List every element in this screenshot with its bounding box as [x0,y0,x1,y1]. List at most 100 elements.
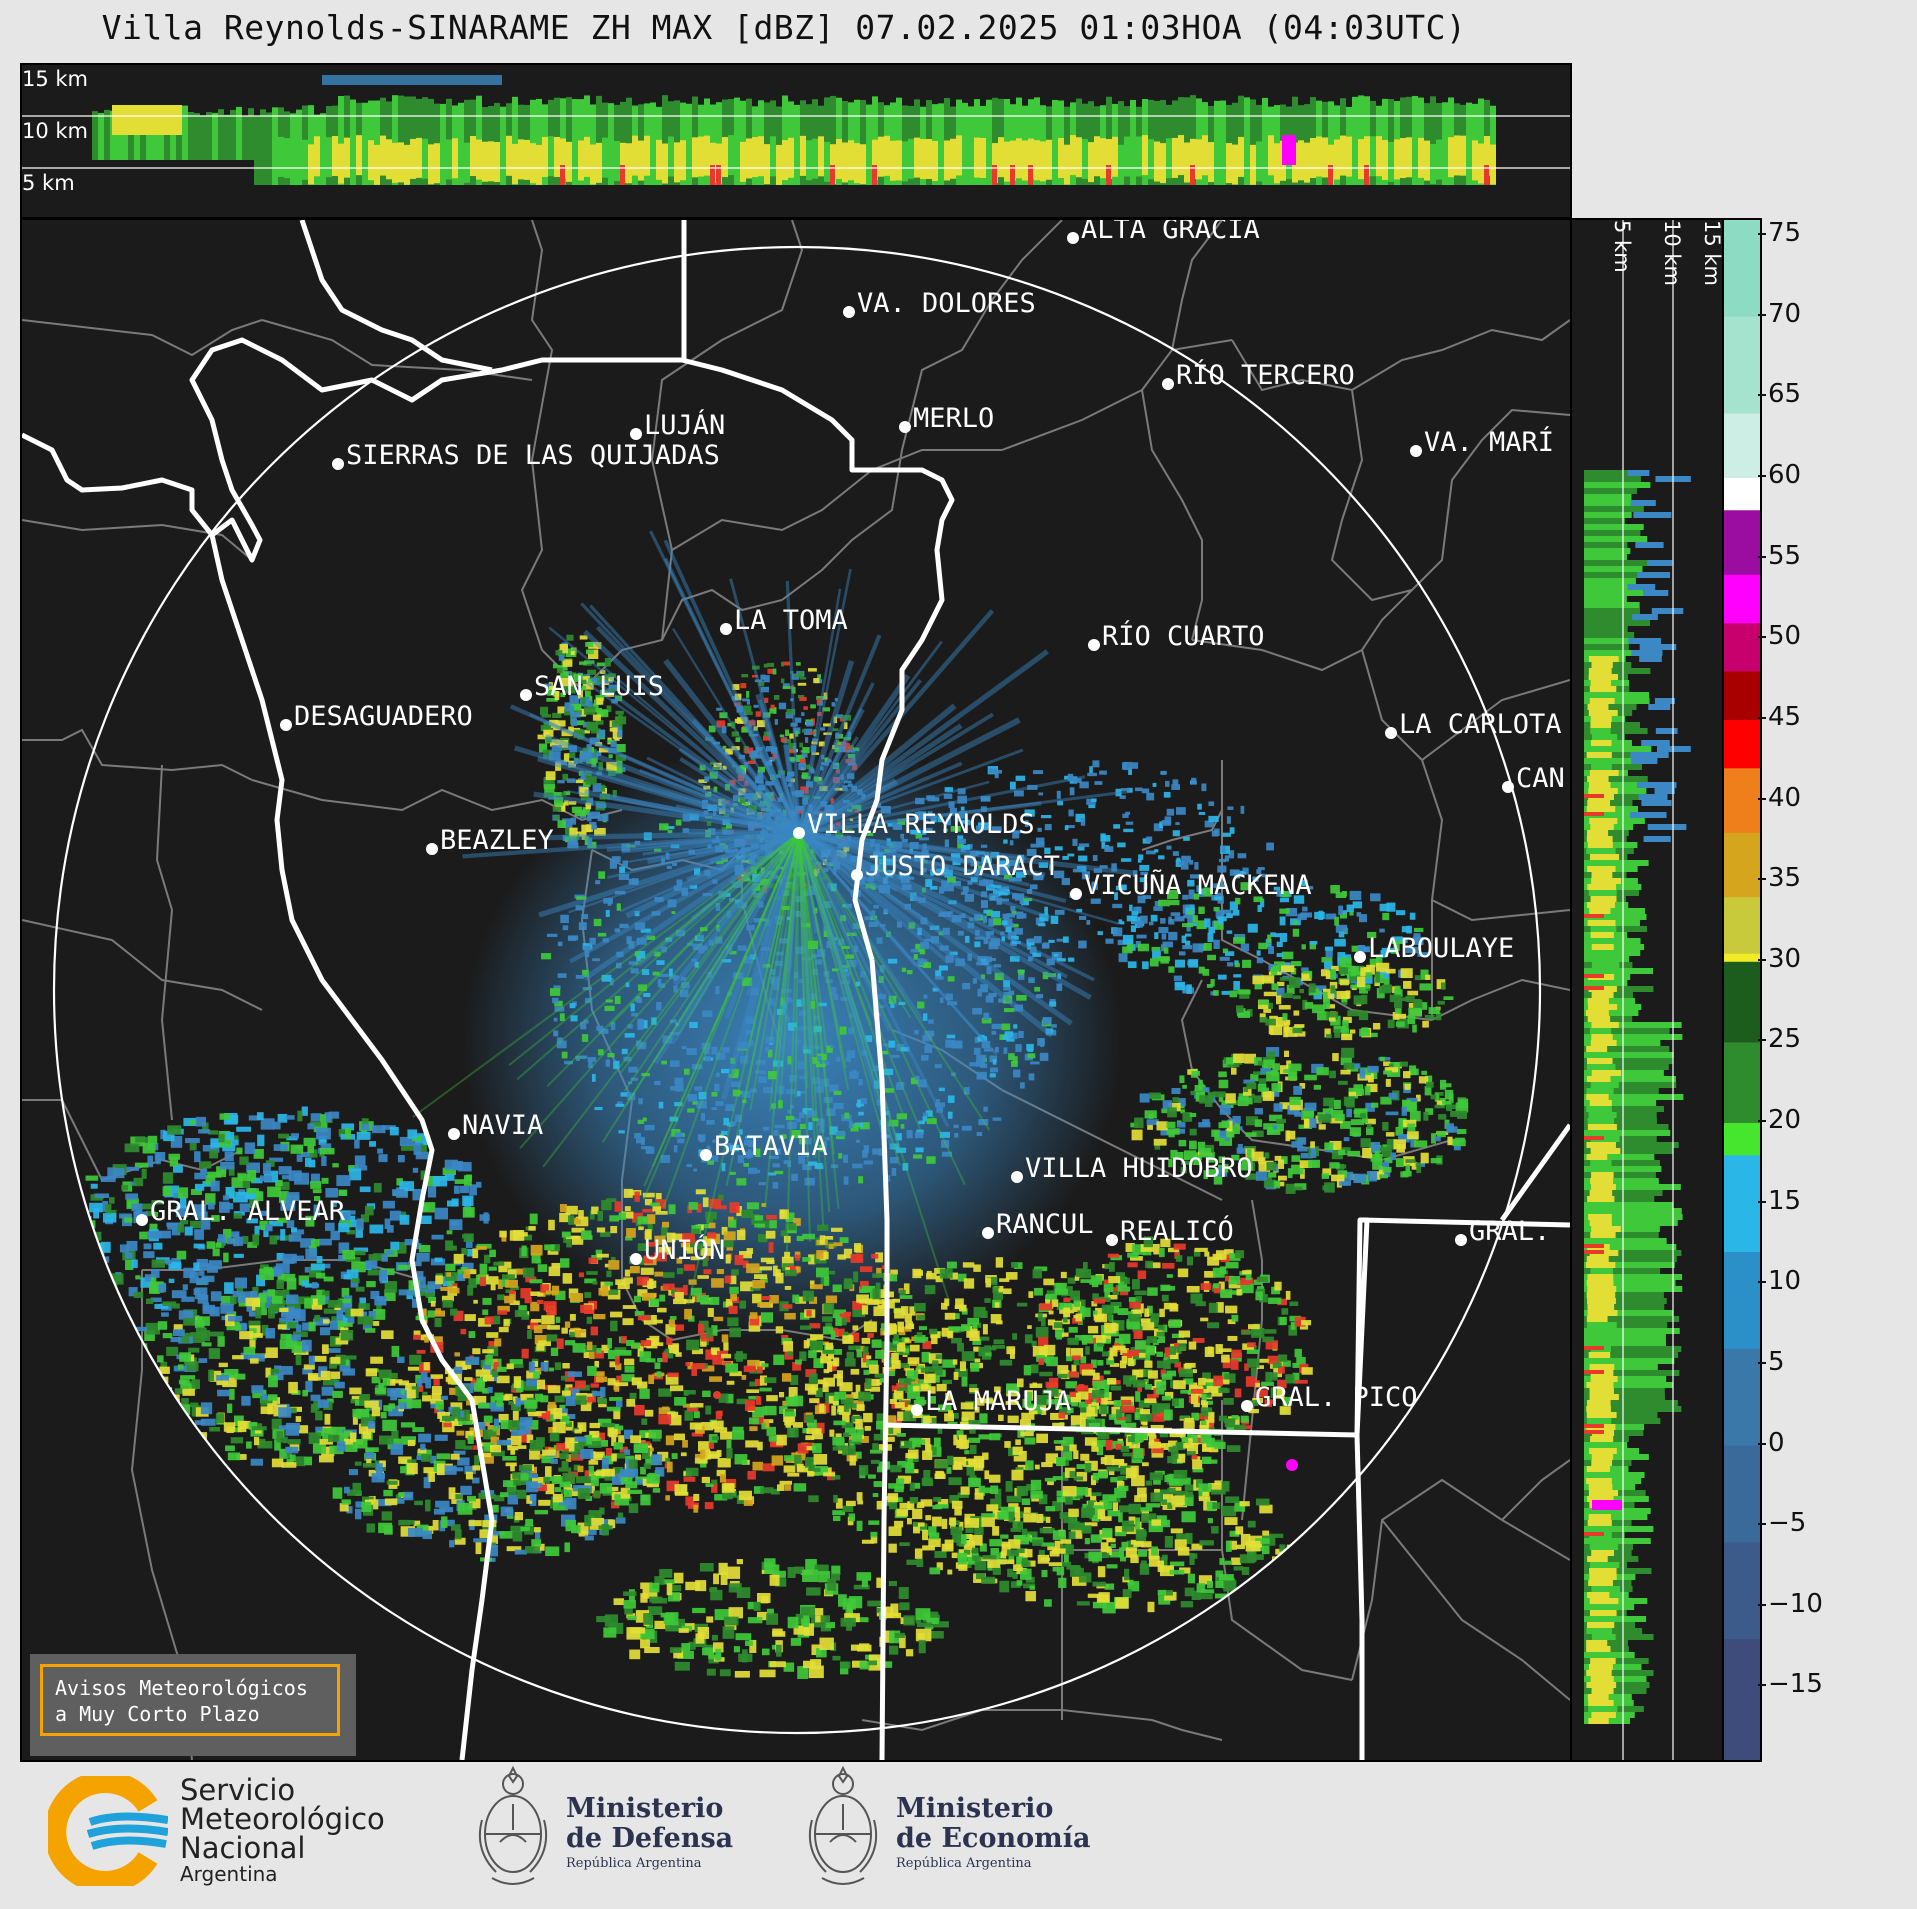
city-marker-icon [899,421,911,433]
city-marker-icon [1502,781,1514,793]
city-label: RANCUL [996,1209,1094,1240]
city-label: LA CARLOTA [1399,709,1562,740]
top-echo-layer [92,75,1496,185]
page-title: Villa Reynolds-SINARAME ZH MAX [dBZ] 07.… [101,8,1467,47]
colorbar-tick-label: 55 [1757,540,1802,571]
colorbar-tick-label: 60 [1757,460,1802,490]
east-west-cross-section: 5 km 10 km 15 km [1570,218,1724,1762]
warning-badge-frame: Avisos Meteorológicos a Muy Corto Plazo [40,1664,340,1736]
colorbar-tick-label: −15 [1758,1669,1823,1700]
warning-badge[interactable]: Avisos Meteorológicos a Muy Corto Plazo [30,1654,356,1756]
city-merlo: MERLO [899,403,994,434]
city-lujan: LUJÁN [630,409,725,441]
city-justo-daract: JUSTO DARACT [851,851,1060,882]
city-marker-icon [1354,951,1366,963]
city-label: LA TOMA [734,605,848,636]
north-south-cross-section: 15 km 10 km 5 km [20,63,1572,219]
city-marker-icon [793,827,805,839]
smn-line3: Nacional [180,1831,306,1865]
city-label: ALTA GRACIA [1081,220,1260,245]
city-label: BEAZLEY [440,825,554,856]
colorbar-tick-label: −10 [1758,1588,1823,1619]
radar-map-svg: ALTA GRACIA VA. DOLORES RÍO TERCERO LUJÁN ME… [22,220,1570,1760]
city-va-mari: VA. MARÍ [1410,426,1554,458]
city-label: GRAL. [1469,1216,1550,1247]
side-height-label-5km: 5 km [1610,220,1634,273]
radar-map[interactable]: ALTA GRACIA VA. DOLORES RÍO TERCERO LUJÁN ME… [20,218,1572,1762]
city-villa-huidobro: VILLA HUIDOBRO [1011,1153,1253,1184]
city-label: UNIÓN [644,1234,725,1266]
side-echo-layer [1584,470,1691,1724]
city-marker-icon [630,428,642,440]
colorbar-tick-label: 70 [1757,298,1802,329]
provincial-borders [22,220,1570,1760]
city-label: VILLA HUIDOBRO [1025,1153,1253,1184]
city-label: SIERRAS DE LAS QUIJADAS [346,440,720,471]
city-label: GRAL. PICO [1255,1382,1418,1413]
colorbar-tick-label: 25 [1757,1024,1802,1055]
city-laboulaye: LABOULAYE [1354,933,1514,964]
city-villa-reynolds: VILLA REYNOLDS [793,809,1035,840]
city-sierras-de-las-quijadas: SIERRAS DE LAS QUIJADAS [332,440,720,471]
coat-of-arms-icon-defensa [478,1765,548,1885]
city-gral-pico: GRAL. PICO [1241,1382,1418,1413]
city-marker-icon [1088,639,1100,651]
colorbar-tick-label: 0 [1758,1427,1785,1458]
echo-rays [412,530,1134,1305]
city-marker-icon [1410,445,1422,457]
city-label: MERLO [913,403,994,434]
city-marker-icon [911,1404,923,1416]
city-marker-icon [630,1253,642,1265]
city-marker-icon [1162,378,1174,390]
colorbar-tick-label: 10 [1757,1266,1802,1297]
defensa-line1: Ministerio [566,1793,724,1824]
city-gral: GRAL. [1455,1216,1550,1247]
city-realico: REALICÓ [1106,1215,1234,1247]
colorbar-svg [1724,220,1760,1760]
city-marker-icon [1067,232,1079,244]
city-la-toma: LA TOMA [720,605,848,636]
city-marker-icon [1070,888,1082,900]
cross-section-top-svg [22,75,1570,185]
colorbar-tick-label: 30 [1757,943,1802,974]
defensa-line2: de Defensa [566,1823,734,1854]
city-la-maruja: LA MARUJA [911,1386,1071,1417]
defensa-logo: Ministerio de Defensa República Argentin… [470,1760,770,1900]
city-marker-icon [720,623,732,635]
city-label: NAVIA [462,1110,543,1141]
city-label: LABOULAYE [1368,933,1514,964]
colorbar-tick-label: 45 [1757,701,1802,732]
city-va-dolores: VA. DOLORES [843,288,1036,319]
city-gral-alvear: GRAL. ALVEAR [136,1196,346,1227]
city-label: VILLA REYNOLDS [807,809,1035,840]
city-vicuna-mackena: VICUÑA MACKENA [1070,869,1312,901]
city-marker-icon [1106,1234,1118,1246]
smn-line1: Servicio [180,1773,296,1807]
city-marker-icon [1455,1234,1467,1246]
city-label: VICUÑA MACKENA [1084,869,1312,901]
colorbar-tick-label: 40 [1757,782,1802,813]
dbz-colorbar [1722,218,1762,1762]
city-label: GRAL. ALVEAR [150,1196,346,1227]
city-label: CAN [1516,763,1565,794]
colorbar-tick-label: 35 [1757,863,1802,894]
colorbar-tick-label: 75 [1757,218,1802,249]
city-alta-gracia: ALTA GRACIA [1067,220,1260,245]
city-desaguadero: DESAGUADERO [280,701,473,732]
city-marker-icon [280,719,292,731]
city-rio-cuarto: RÍO CUARTO [1088,620,1265,652]
smn-logo: Servicio Meteorológico Nacional Argentin… [48,1776,418,1886]
city-label: RÍO TERCERO [1176,359,1355,391]
city-union: UNIÓN [630,1234,725,1266]
warning-badge-line2: a Muy Corto Plazo [55,1702,260,1726]
colorbar-tick-label: 5 [1758,1346,1785,1377]
smn-line2: Meteorológico [180,1802,385,1836]
side-height-label-15km: 15 km [1700,220,1724,287]
city-marker-icon [520,689,532,701]
city-marker-icon [843,306,855,318]
defensa-line3: República Argentina [566,1856,702,1871]
city-marker-icon [332,458,344,470]
city-marker-icon [136,1214,148,1226]
city-label: SAN LUIS [534,671,664,702]
city-label: BATAVIA [714,1131,828,1162]
